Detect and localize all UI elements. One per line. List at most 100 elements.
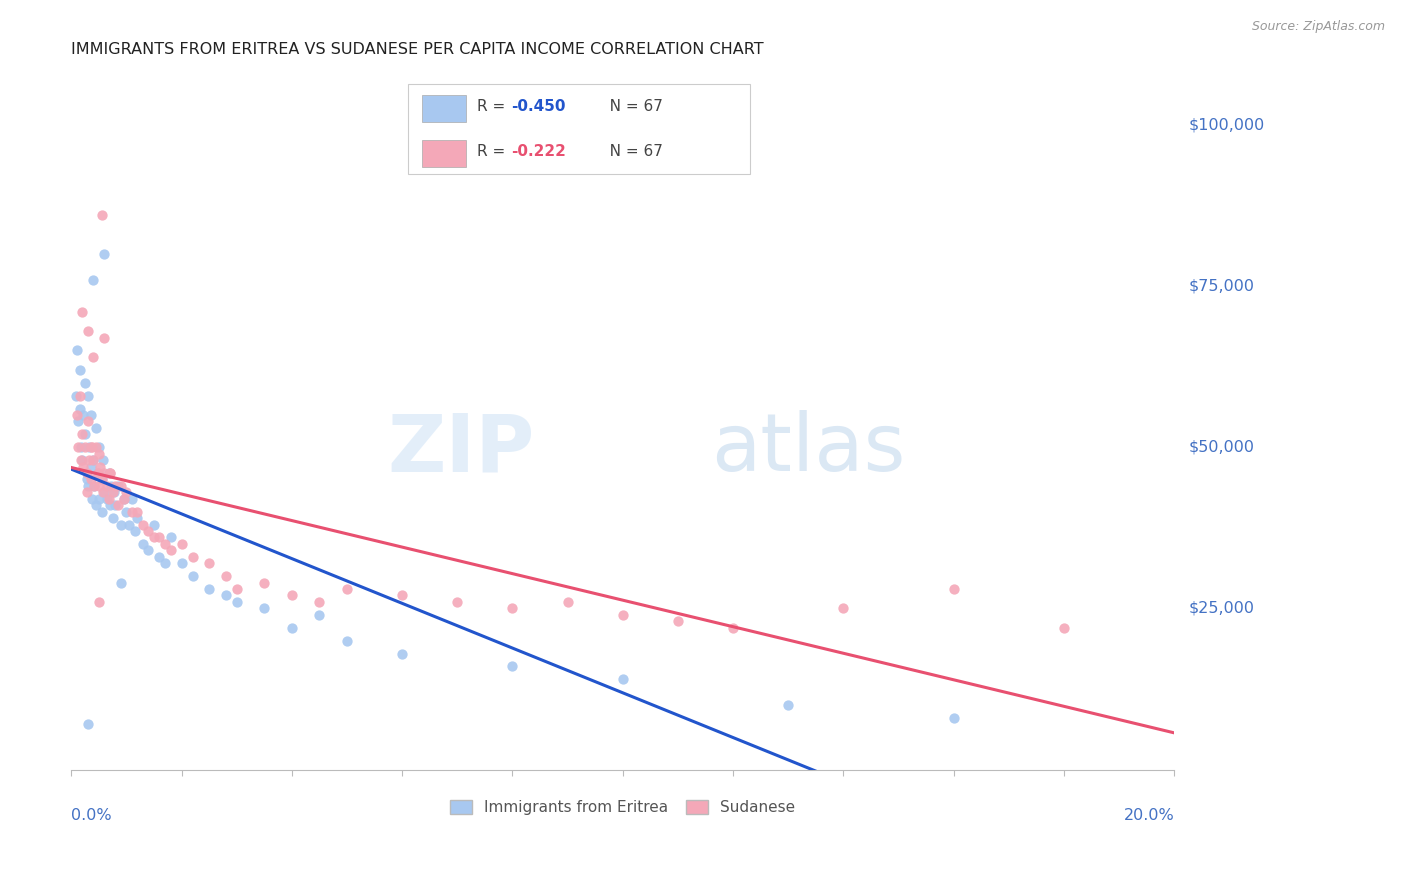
Point bbox=[84, 440, 107, 454]
Point bbox=[198, 556, 221, 570]
Point bbox=[83, 479, 105, 493]
Point bbox=[98, 498, 121, 512]
Point bbox=[69, 401, 91, 416]
Point bbox=[82, 491, 104, 506]
Point bbox=[72, 305, 94, 319]
Point bbox=[76, 485, 98, 500]
Point bbox=[132, 517, 155, 532]
Point bbox=[101, 485, 124, 500]
Point bbox=[79, 440, 101, 454]
Point bbox=[72, 459, 94, 474]
Point bbox=[98, 466, 121, 480]
Point bbox=[170, 556, 193, 570]
Point bbox=[153, 556, 176, 570]
Text: IMMIGRANTS FROM ERITREA VS SUDANESE PER CAPITA INCOME CORRELATION CHART: IMMIGRANTS FROM ERITREA VS SUDANESE PER … bbox=[72, 42, 763, 57]
Point bbox=[91, 453, 114, 467]
Point bbox=[76, 389, 98, 403]
Text: $100,000: $100,000 bbox=[1188, 117, 1264, 132]
Point bbox=[66, 408, 89, 422]
Point bbox=[100, 479, 122, 493]
Point bbox=[82, 440, 104, 454]
Point bbox=[143, 531, 166, 545]
Point bbox=[112, 491, 135, 506]
Point bbox=[501, 659, 523, 673]
Point bbox=[96, 479, 118, 493]
Point bbox=[83, 479, 105, 493]
Point bbox=[153, 537, 176, 551]
Point bbox=[89, 459, 111, 474]
Point bbox=[70, 440, 93, 454]
Point bbox=[82, 350, 104, 364]
Point bbox=[281, 621, 304, 635]
Point bbox=[90, 472, 112, 486]
Point bbox=[69, 389, 91, 403]
Point bbox=[84, 498, 107, 512]
Point bbox=[215, 589, 238, 603]
Point bbox=[72, 453, 94, 467]
FancyBboxPatch shape bbox=[422, 95, 467, 121]
Point bbox=[104, 479, 127, 493]
Point bbox=[96, 491, 118, 506]
Point bbox=[87, 479, 110, 493]
Point bbox=[253, 601, 276, 615]
Point bbox=[198, 582, 221, 596]
Text: $75,000: $75,000 bbox=[1188, 278, 1254, 293]
Point bbox=[90, 505, 112, 519]
Point bbox=[93, 246, 115, 260]
Point bbox=[181, 569, 204, 583]
Point bbox=[76, 414, 98, 428]
Point bbox=[107, 479, 129, 493]
Point bbox=[666, 615, 689, 629]
Text: $50,000: $50,000 bbox=[1188, 440, 1254, 455]
Point bbox=[138, 524, 160, 538]
Point bbox=[87, 491, 110, 506]
Text: -0.450: -0.450 bbox=[512, 99, 565, 114]
Point bbox=[86, 466, 108, 480]
Point bbox=[82, 453, 104, 467]
Point bbox=[87, 595, 110, 609]
Point bbox=[93, 466, 115, 480]
Point bbox=[253, 575, 276, 590]
Point bbox=[70, 453, 93, 467]
Point bbox=[832, 601, 855, 615]
Text: N = 67: N = 67 bbox=[595, 144, 664, 159]
Point bbox=[76, 717, 98, 731]
Point bbox=[110, 575, 132, 590]
Text: -0.222: -0.222 bbox=[512, 144, 567, 159]
Point bbox=[79, 408, 101, 422]
Point bbox=[942, 711, 965, 725]
Point bbox=[66, 343, 89, 358]
Point bbox=[391, 647, 413, 661]
Point bbox=[76, 472, 98, 486]
Point bbox=[77, 453, 100, 467]
Point bbox=[79, 459, 101, 474]
Point bbox=[391, 589, 413, 603]
Point bbox=[110, 517, 132, 532]
Point bbox=[73, 440, 96, 454]
Point bbox=[76, 324, 98, 338]
Point bbox=[73, 376, 96, 390]
Point bbox=[115, 485, 138, 500]
Point bbox=[170, 537, 193, 551]
Point bbox=[1053, 621, 1076, 635]
Point bbox=[143, 517, 166, 532]
Point bbox=[76, 479, 98, 493]
Point bbox=[72, 408, 94, 422]
Point bbox=[501, 601, 523, 615]
Point bbox=[72, 427, 94, 442]
Point bbox=[148, 531, 170, 545]
Point bbox=[93, 485, 115, 500]
Point bbox=[281, 589, 304, 603]
Point bbox=[66, 414, 89, 428]
Point bbox=[97, 491, 120, 506]
Point bbox=[557, 595, 579, 609]
Text: ZIP: ZIP bbox=[387, 410, 534, 488]
Point bbox=[138, 543, 160, 558]
Point bbox=[112, 491, 135, 506]
Point bbox=[215, 569, 238, 583]
Point bbox=[132, 537, 155, 551]
Text: R =: R = bbox=[477, 144, 510, 159]
Point bbox=[308, 607, 330, 622]
Point bbox=[612, 673, 634, 687]
Point bbox=[942, 582, 965, 596]
